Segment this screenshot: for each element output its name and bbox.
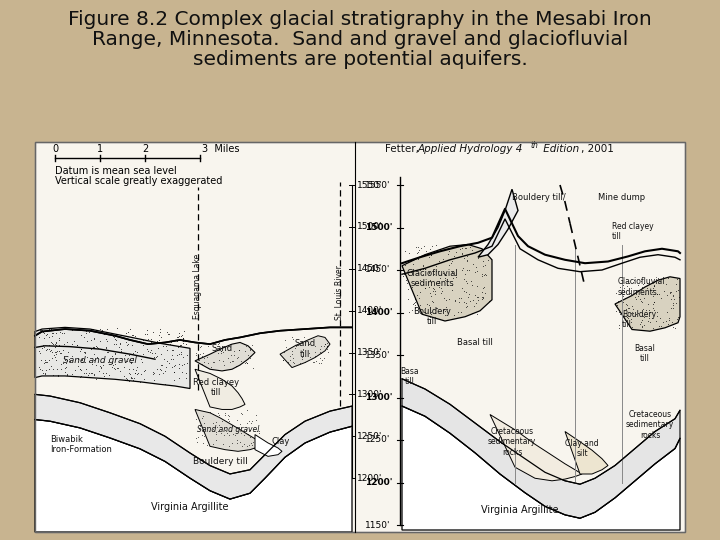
Text: Basal
till: Basal till <box>634 343 655 363</box>
Text: 1300': 1300' <box>365 393 392 402</box>
Text: 1400': 1400' <box>357 306 382 315</box>
Text: Range, Minnesota.  Sand and gravel and glaciofluvial: Range, Minnesota. Sand and gravel and gl… <box>92 30 628 49</box>
Text: 1550': 1550' <box>357 180 382 190</box>
Text: Vertical scale greatly exaggerated: Vertical scale greatly exaggerated <box>55 176 222 186</box>
Text: Esquagama Lake: Esquagama Lake <box>194 253 202 319</box>
Text: Virginia Argillite: Virginia Argillite <box>151 502 229 512</box>
Text: 1: 1 <box>97 144 103 154</box>
Polygon shape <box>478 189 518 257</box>
Text: Biwabik
Iron-Formation: Biwabik Iron-Formation <box>50 435 112 454</box>
Polygon shape <box>280 336 330 368</box>
Text: Cretaceous
sedimentary
rocks: Cretaceous sedimentary rocks <box>488 427 536 457</box>
Polygon shape <box>35 420 352 532</box>
Text: 1250': 1250' <box>365 435 390 444</box>
Text: Bouldery
till: Bouldery till <box>413 307 451 327</box>
Text: Mine dump: Mine dump <box>598 193 645 202</box>
Text: Fetter,: Fetter, <box>385 144 422 154</box>
Text: 1300': 1300' <box>357 390 382 399</box>
Polygon shape <box>195 409 262 451</box>
Text: Basal till: Basal till <box>457 338 493 347</box>
Text: , 2001: , 2001 <box>581 144 614 154</box>
Text: sediments are potential aquifers.: sediments are potential aquifers. <box>193 50 527 69</box>
Text: 1350': 1350' <box>365 350 390 360</box>
Text: 1150': 1150' <box>365 521 390 530</box>
Text: Glaciofluvial
sediments: Glaciofluvial sediments <box>618 278 665 296</box>
Text: Cretaceous
sedimentary
rocks: Cretaceous sedimentary rocks <box>626 410 674 440</box>
Text: 1450': 1450' <box>365 266 390 274</box>
Polygon shape <box>35 327 190 388</box>
Polygon shape <box>490 415 582 481</box>
Polygon shape <box>195 342 255 371</box>
Polygon shape <box>402 245 492 321</box>
Text: 2: 2 <box>142 144 148 154</box>
Text: Basa
till: Basa till <box>401 367 419 386</box>
Text: Sand
till: Sand till <box>294 340 315 359</box>
Text: Bouldery till/: Bouldery till/ <box>512 193 566 202</box>
Text: Sand and gravel: Sand and gravel <box>197 425 259 434</box>
Text: St. Louis River: St. Louis River <box>336 266 344 320</box>
Polygon shape <box>565 431 608 474</box>
Text: Edition: Edition <box>540 144 580 154</box>
Text: Clay: Clay <box>272 437 290 446</box>
Text: 1500': 1500' <box>357 222 382 231</box>
Text: Bouldery
till: Bouldery till <box>622 309 656 329</box>
Text: Red clayey
till: Red clayey till <box>193 378 239 397</box>
Text: Glaciofluvial
sediments: Glaciofluvial sediments <box>406 269 458 288</box>
Text: 1200': 1200' <box>365 478 392 487</box>
Text: 1250': 1250' <box>357 432 382 441</box>
Text: 1500': 1500' <box>365 223 392 232</box>
Polygon shape <box>402 406 680 530</box>
Text: Bouldery till: Bouldery till <box>192 457 248 466</box>
Text: Virginia Argillite: Virginia Argillite <box>481 505 559 515</box>
Text: Figure 8.2 Complex glacial stratigraphy in the Mesabi Iron: Figure 8.2 Complex glacial stratigraphy … <box>68 10 652 29</box>
Text: 1200': 1200' <box>357 474 382 483</box>
Text: 1450': 1450' <box>357 264 382 273</box>
Polygon shape <box>615 277 680 331</box>
Bar <box>35 142 685 532</box>
Text: Clay and
silt: Clay and silt <box>565 439 599 458</box>
Polygon shape <box>35 394 352 499</box>
Text: Applied Hydrology 4: Applied Hydrology 4 <box>418 144 523 154</box>
Text: 3  Miles: 3 Miles <box>202 144 240 154</box>
Text: 1350': 1350' <box>357 348 382 357</box>
Polygon shape <box>255 435 282 456</box>
Polygon shape <box>195 369 245 409</box>
Text: Sand: Sand <box>212 344 233 353</box>
Polygon shape <box>402 379 680 518</box>
Text: 0: 0 <box>52 144 58 154</box>
Text: 1550': 1550' <box>365 180 390 190</box>
Bar <box>35 142 685 532</box>
Text: 1400': 1400' <box>365 308 392 317</box>
Text: Datum is mean sea level: Datum is mean sea level <box>55 166 176 176</box>
Text: Sand and gravel: Sand and gravel <box>63 356 137 366</box>
Text: th: th <box>531 141 539 150</box>
Text: Red clayey
till: Red clayey till <box>612 222 654 241</box>
